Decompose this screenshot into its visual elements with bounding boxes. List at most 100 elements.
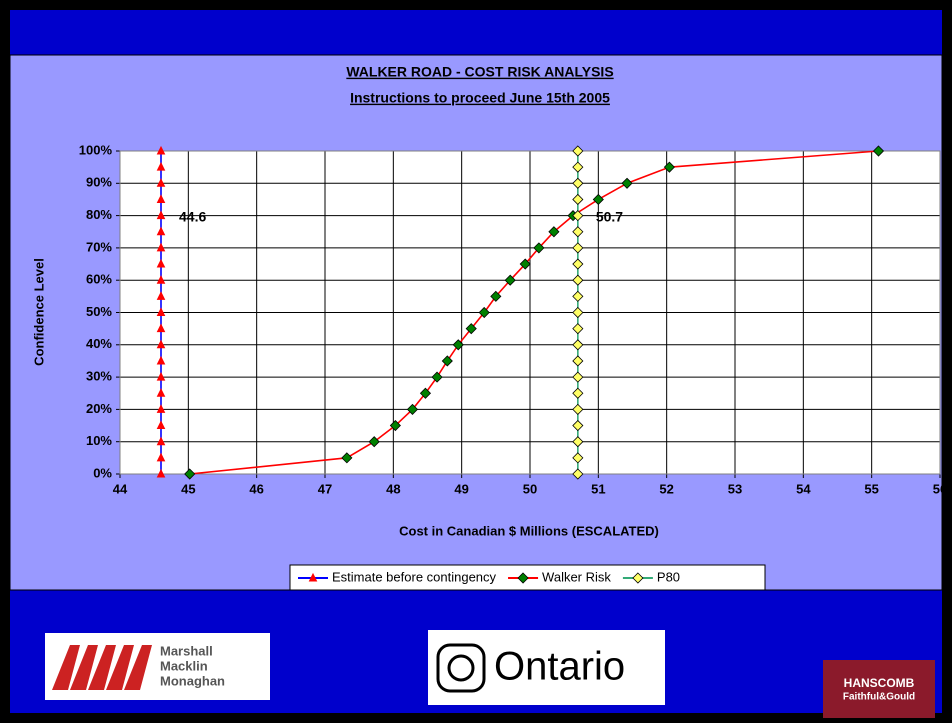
logo-text: Macklin xyxy=(160,658,208,673)
marker xyxy=(389,419,401,432)
marker xyxy=(572,161,584,173)
marker xyxy=(572,274,584,286)
marker xyxy=(341,452,353,464)
x-tick-label: 45 xyxy=(181,481,195,496)
marker xyxy=(572,403,584,415)
x-tick-label: 54 xyxy=(796,481,811,496)
marker xyxy=(156,275,166,284)
marker xyxy=(572,339,584,351)
marker xyxy=(572,452,584,464)
chart-subtitle: Instructions to proceed June 15th 2005 xyxy=(350,90,610,106)
marker xyxy=(478,306,490,319)
marker xyxy=(572,258,584,270)
legend-marker xyxy=(632,572,644,584)
logo-mark xyxy=(436,643,486,693)
marker xyxy=(406,403,419,415)
y-tick-label: 40% xyxy=(86,336,112,351)
y-tick-label: 10% xyxy=(86,433,112,448)
marker xyxy=(504,274,516,286)
y-tick-label: 90% xyxy=(86,175,112,190)
x-tick-label: 46 xyxy=(249,481,263,496)
marker xyxy=(663,161,675,173)
annotation: 44.6 xyxy=(179,208,206,224)
y-tick-label: 30% xyxy=(86,369,112,384)
marker xyxy=(156,404,166,413)
marker xyxy=(156,258,166,268)
marker xyxy=(592,193,604,206)
marker xyxy=(572,210,584,222)
legend-marker xyxy=(517,572,529,584)
marker xyxy=(156,452,166,462)
marker xyxy=(872,145,885,157)
x-axis-label: Cost in Canadian $ Millions (ESCALATED) xyxy=(399,523,659,538)
marker xyxy=(441,355,453,367)
x-tick-label: 52 xyxy=(659,481,673,496)
x-tick-label: 55 xyxy=(864,481,878,496)
marker xyxy=(184,468,196,480)
logo-mark xyxy=(52,645,152,690)
marker xyxy=(156,436,166,446)
marker xyxy=(156,210,166,220)
y-tick-label: 100% xyxy=(79,142,113,157)
y-tick-label: 50% xyxy=(86,304,112,319)
logo-box xyxy=(823,660,935,718)
logo-text: Monaghan xyxy=(160,673,225,688)
ontario-logo: Ontario xyxy=(428,630,665,705)
x-tick-label: 47 xyxy=(318,481,332,496)
marker xyxy=(156,194,166,203)
chart-title: WALKER ROAD - COST RISK ANALYSIS xyxy=(346,64,613,80)
marker xyxy=(572,419,584,432)
x-tick-label: 44 xyxy=(113,481,128,496)
marker xyxy=(156,307,166,316)
marker xyxy=(572,177,584,189)
x-tick-label: 48 xyxy=(386,481,400,496)
marker xyxy=(572,323,584,335)
marker xyxy=(156,323,166,333)
x-tick-label: 53 xyxy=(728,481,742,496)
marker xyxy=(156,162,166,171)
marker xyxy=(533,242,545,254)
marker xyxy=(572,306,584,319)
marker xyxy=(156,291,166,300)
legend-label: P80 xyxy=(657,569,680,584)
marker xyxy=(490,290,502,302)
marker xyxy=(572,290,584,302)
marker xyxy=(572,371,584,383)
legend-label: Walker Risk xyxy=(542,569,611,584)
marker xyxy=(156,468,166,478)
x-tick-label: 49 xyxy=(454,481,468,496)
marker xyxy=(431,371,443,383)
marker xyxy=(519,258,531,270)
marker xyxy=(465,323,477,335)
marker xyxy=(572,242,584,254)
x-tick-label: 56 xyxy=(933,481,947,496)
logo-text: Marshall xyxy=(160,643,213,658)
marker xyxy=(156,355,166,365)
marker xyxy=(368,436,380,448)
marker xyxy=(548,226,560,238)
marker xyxy=(156,371,166,381)
marker xyxy=(572,226,584,238)
y-tick-label: 60% xyxy=(86,272,112,287)
marker xyxy=(156,226,166,236)
marker xyxy=(572,387,584,399)
plot: 0% 10% 20% 30% 40% 50% 60% 70% 80% 90% 100% 44 45 46 4… xyxy=(79,142,947,496)
y-tick-label: 70% xyxy=(86,239,112,254)
y-axis-label: Confidence Level xyxy=(31,258,46,366)
marker xyxy=(156,339,166,349)
logo-text: HANSCOMB xyxy=(844,676,915,690)
y-tick-label: 0% xyxy=(93,465,112,480)
legend-marker xyxy=(308,572,318,582)
marker xyxy=(621,177,633,189)
plot-border xyxy=(119,150,941,475)
marker xyxy=(419,387,432,399)
marker xyxy=(452,339,464,351)
x-tick-label: 50 xyxy=(523,481,537,496)
logo-text: Ontario xyxy=(494,645,625,689)
logo-mark xyxy=(447,654,475,682)
marker xyxy=(572,355,584,367)
mmm-logo: Marshall Macklin Monaghan xyxy=(45,633,270,700)
hanscomb-logo: HANSCOMB Faithful&Gould xyxy=(823,660,935,718)
annotation: 50.7 xyxy=(596,208,623,224)
